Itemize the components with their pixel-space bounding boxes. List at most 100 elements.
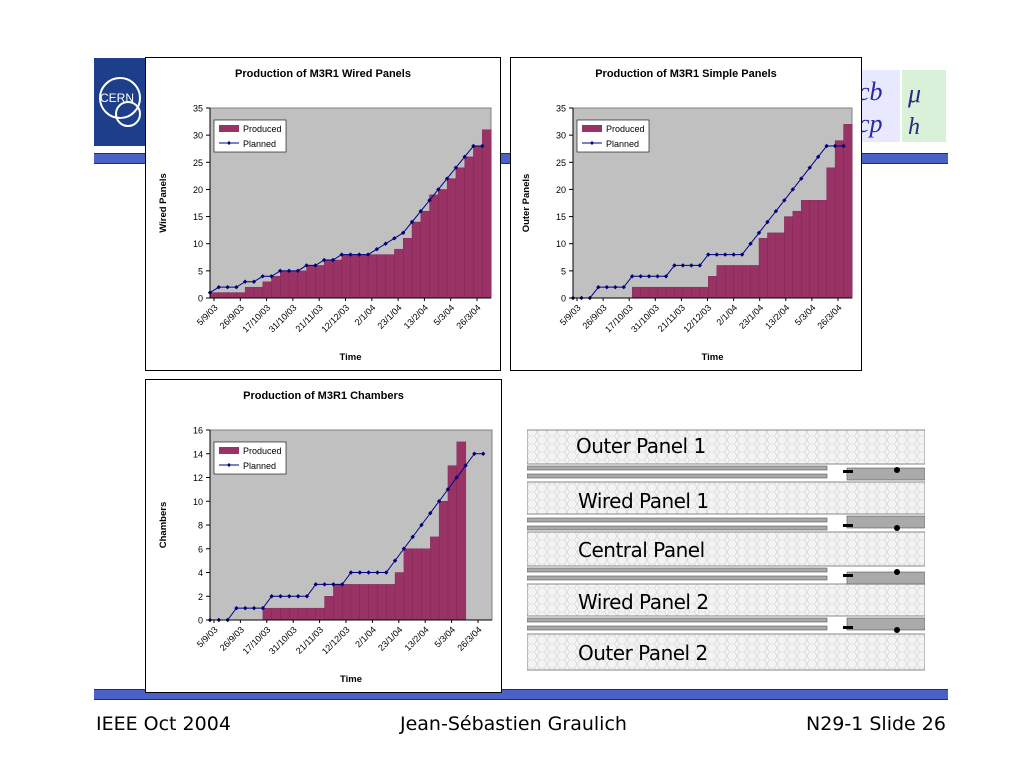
planned-point bbox=[330, 257, 336, 263]
produced-bar bbox=[482, 129, 492, 299]
y-tick-label: 35 bbox=[193, 104, 203, 114]
x-tick-label: 23/1/04 bbox=[737, 303, 765, 331]
planned-point bbox=[680, 263, 686, 268]
planned-point bbox=[260, 274, 265, 279]
planned-point bbox=[339, 582, 345, 587]
planned-point bbox=[304, 594, 310, 599]
produced-bar bbox=[341, 584, 352, 621]
panel-label-wired-1: Wired Panel 1 bbox=[578, 489, 709, 513]
produced-bar bbox=[271, 276, 281, 299]
legend-label-planned: Planned bbox=[606, 139, 639, 149]
produced-bar bbox=[464, 156, 474, 299]
svg-text:cp: cp bbox=[858, 109, 883, 138]
legend-marker-planned bbox=[590, 141, 594, 145]
produced-bar bbox=[473, 145, 483, 299]
legend-label-planned: Planned bbox=[243, 461, 276, 471]
planned-point bbox=[409, 219, 415, 225]
planned-point bbox=[374, 246, 380, 252]
planned-point bbox=[269, 594, 274, 599]
produced-bar bbox=[315, 265, 325, 299]
planned-point bbox=[357, 570, 363, 575]
produced-bar bbox=[420, 210, 431, 299]
produced-bar bbox=[741, 265, 752, 299]
produced-bar bbox=[784, 216, 794, 299]
planned-point bbox=[596, 284, 601, 290]
planned-point bbox=[807, 165, 812, 170]
produced-bar bbox=[377, 584, 387, 621]
produced-bar bbox=[350, 254, 360, 299]
produced-bar bbox=[288, 270, 299, 299]
y-tick-label: 5 bbox=[561, 266, 566, 276]
produced-bar bbox=[657, 286, 667, 299]
produced-bar bbox=[665, 286, 675, 299]
produced-bar bbox=[297, 607, 308, 621]
produced-bar bbox=[350, 584, 361, 621]
legend-marker-planned bbox=[227, 141, 231, 145]
produced-bar bbox=[792, 210, 802, 299]
produced-bar bbox=[767, 232, 777, 299]
x-tick-label: 5/3/04 bbox=[432, 303, 457, 328]
y-tick-label: 15 bbox=[556, 212, 566, 222]
svg-text:μ: μ bbox=[907, 79, 921, 108]
produced-bar bbox=[674, 286, 684, 299]
panel-label-outer-2: Outer Panel 2 bbox=[578, 641, 708, 665]
x-tick-label: 12/12/03 bbox=[320, 625, 352, 657]
produced-bar bbox=[403, 548, 414, 621]
planned-point bbox=[400, 230, 406, 236]
planned-point bbox=[463, 463, 468, 468]
y-tick-label: 14 bbox=[193, 449, 203, 459]
planned-point bbox=[366, 570, 371, 575]
planned-point bbox=[445, 487, 451, 492]
produced-bar bbox=[262, 607, 273, 621]
produced-bar bbox=[438, 501, 449, 621]
produced-bar bbox=[708, 276, 718, 299]
cern-logo: CERN bbox=[94, 58, 146, 146]
lhcb-mu-logo-icon: cb cp μ h bbox=[854, 70, 946, 142]
planned-point bbox=[357, 252, 362, 257]
produced-bar bbox=[631, 286, 642, 299]
y-tick-label: 10 bbox=[556, 239, 566, 249]
produced-bar bbox=[750, 265, 760, 299]
produced-bar bbox=[394, 248, 404, 299]
y-tick-label: 5 bbox=[198, 266, 203, 276]
produced-bar bbox=[368, 584, 378, 621]
panel-label-wired-2: Wired Panel 2 bbox=[578, 590, 709, 614]
x-tick-label: 26/3/04 bbox=[815, 303, 843, 331]
produced-bar bbox=[236, 292, 246, 299]
planned-point bbox=[348, 570, 354, 575]
produced-bar bbox=[262, 281, 272, 299]
produced-bar bbox=[716, 265, 726, 299]
wired-panels-chart: Production of M3R1 Wired Panels 0 5 10 15 20… bbox=[145, 57, 501, 371]
produced-bar bbox=[359, 584, 370, 621]
produced-bar bbox=[402, 238, 413, 299]
planned-point bbox=[428, 510, 433, 516]
planned-point bbox=[410, 534, 415, 540]
produced-bar bbox=[817, 200, 828, 299]
planned-point bbox=[375, 570, 380, 575]
x-axis-title: Time bbox=[339, 352, 361, 363]
y-tick-label: 25 bbox=[556, 158, 566, 168]
y-tick-label: 0 bbox=[561, 294, 566, 304]
chambers-plot: 02468101214165/9/0326/9/0317/10/0331/10/… bbox=[158, 426, 493, 685]
planned-point bbox=[799, 176, 804, 181]
x-tick-label: 2/1/04 bbox=[353, 303, 378, 328]
planned-point bbox=[251, 279, 257, 284]
x-tick-label: 5/3/04 bbox=[793, 303, 818, 328]
produced-bar bbox=[315, 607, 326, 621]
produced-bar bbox=[809, 200, 819, 299]
planned-point bbox=[278, 594, 283, 599]
produced-bar bbox=[724, 265, 735, 299]
footer-author: Jean-Sébastien Graulich bbox=[400, 713, 627, 735]
produced-bar bbox=[411, 221, 422, 299]
produced-bar bbox=[289, 607, 299, 621]
produced-bar bbox=[280, 270, 290, 299]
panel-label-central: Central Panel bbox=[578, 538, 705, 562]
produced-bar bbox=[227, 292, 237, 299]
planned-point bbox=[454, 475, 459, 480]
planned-point bbox=[234, 605, 239, 611]
produced-bar bbox=[834, 140, 845, 299]
produced-bar bbox=[253, 286, 264, 299]
x-axis-title: Time bbox=[701, 352, 723, 363]
produced-bar bbox=[367, 254, 378, 299]
produced-bar bbox=[359, 254, 369, 299]
